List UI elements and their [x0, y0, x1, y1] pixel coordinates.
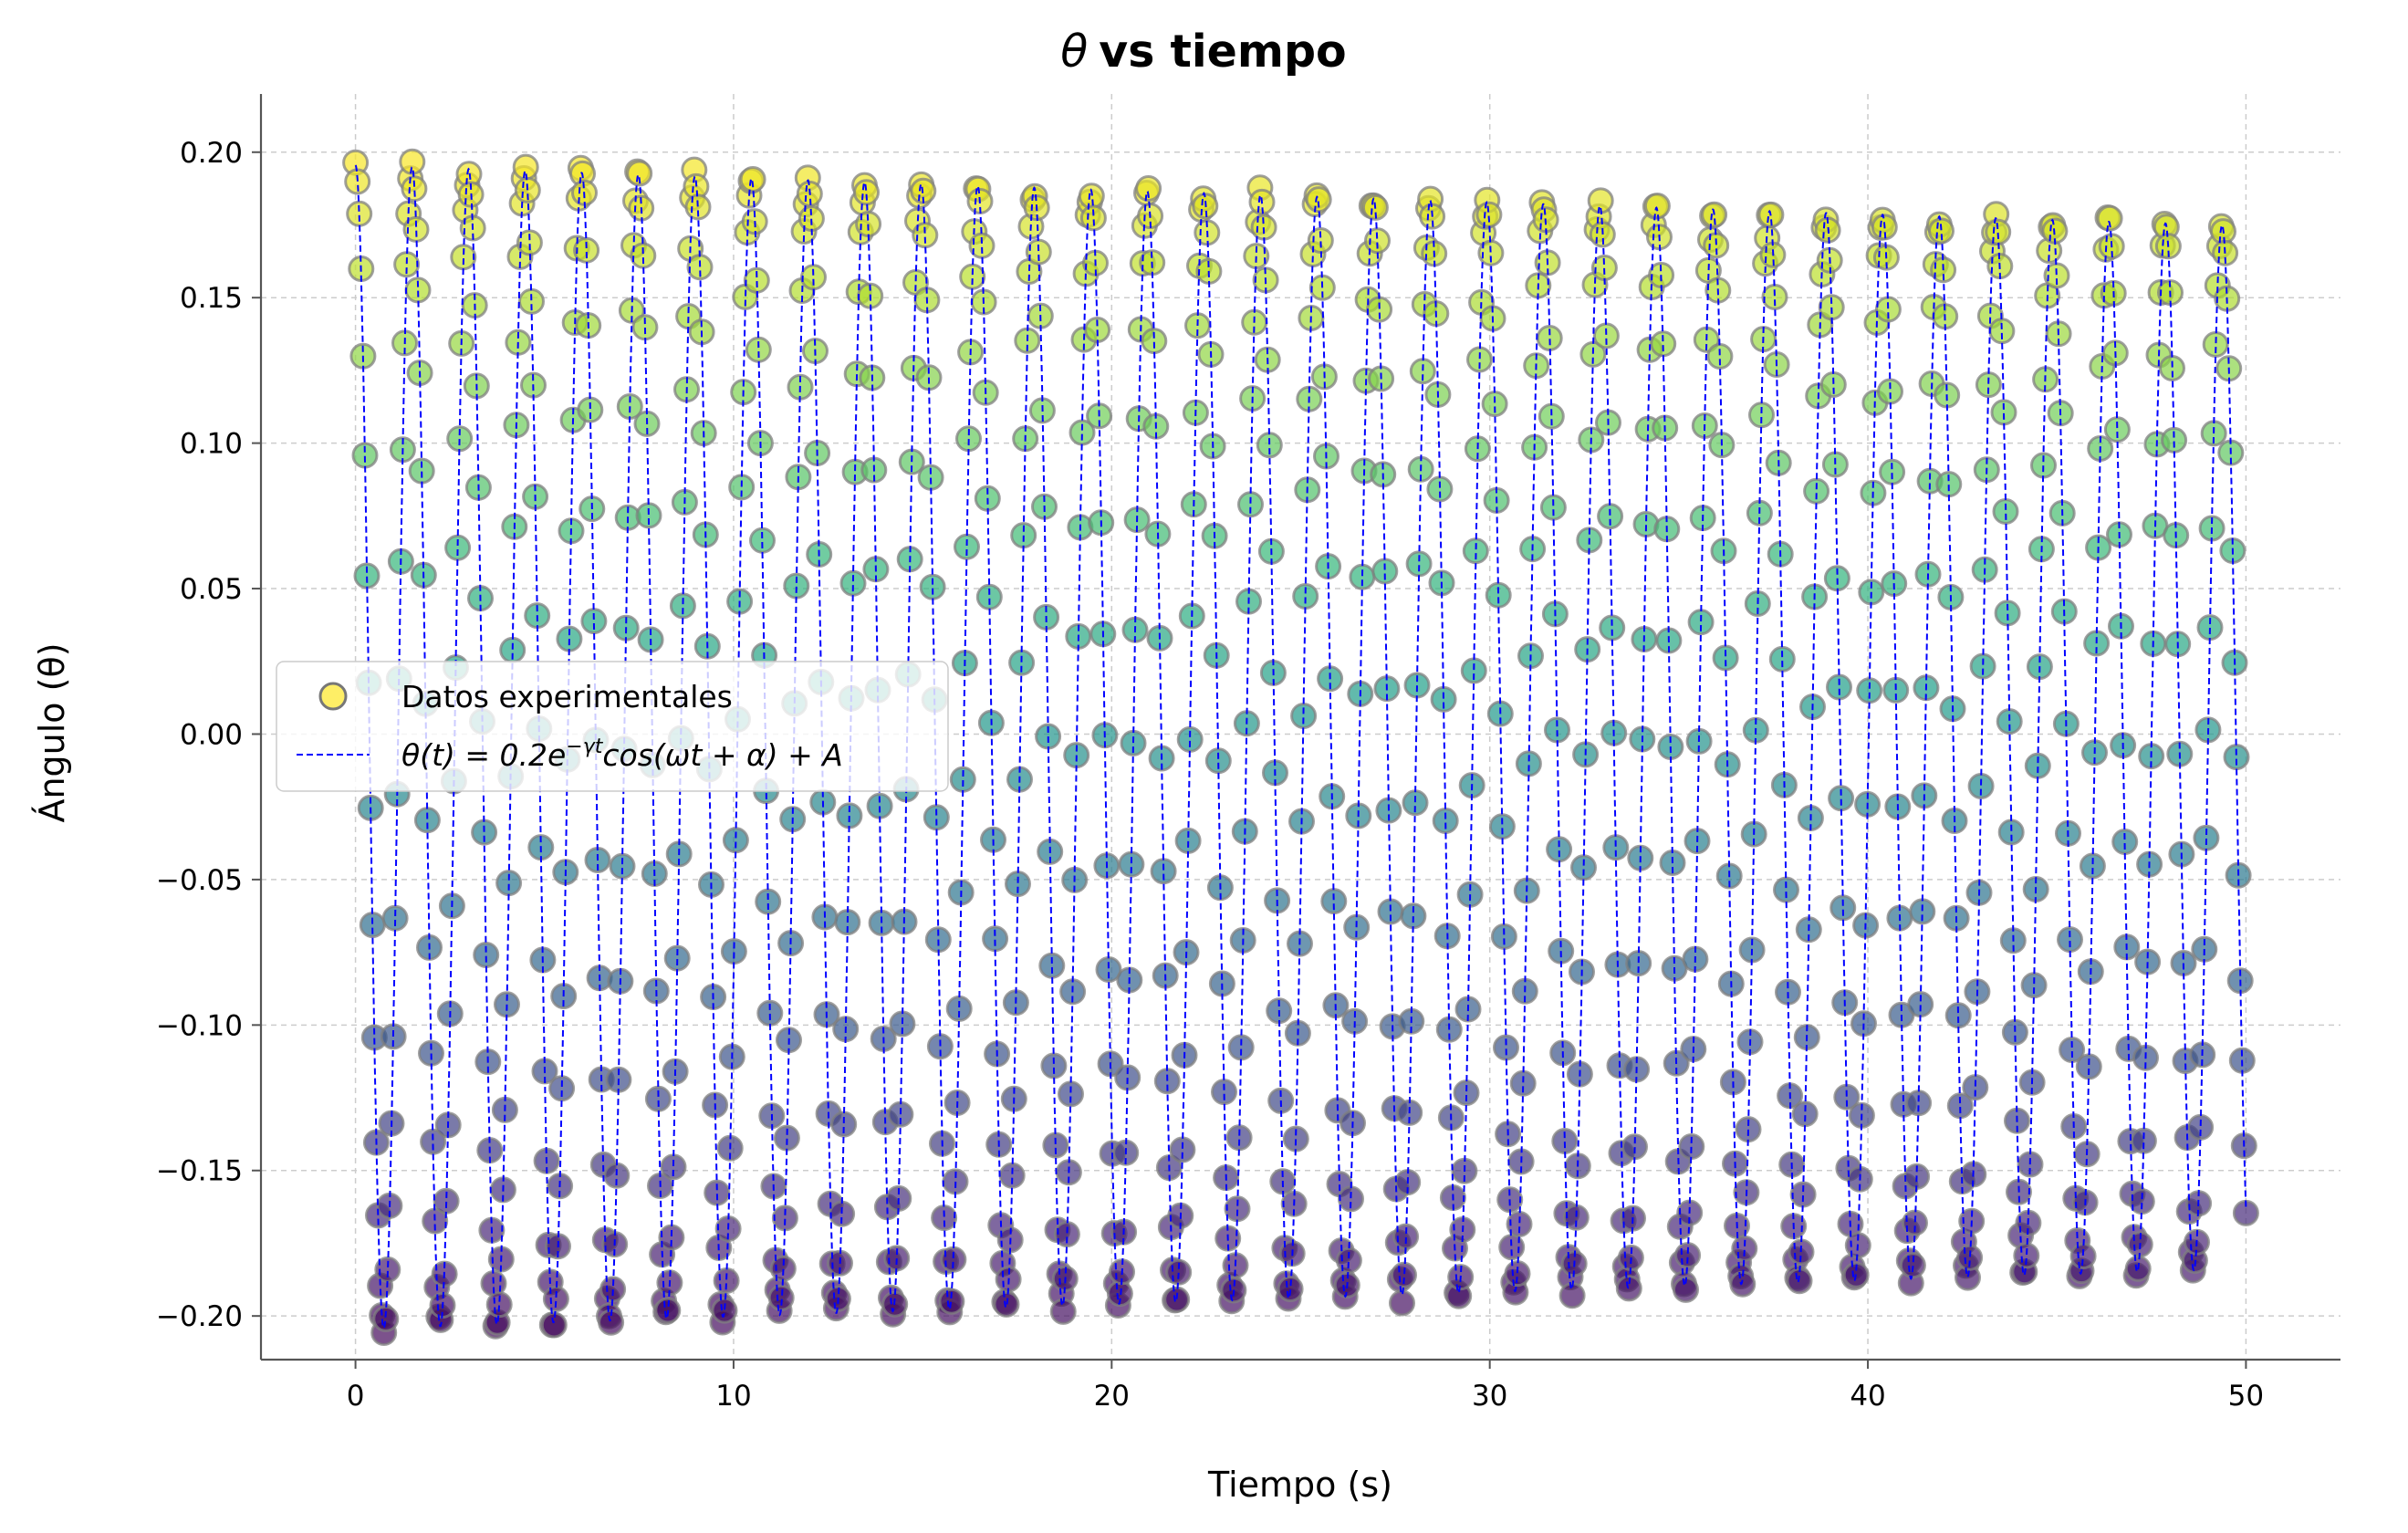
y-axis-label: Ángulo (θ) — [32, 642, 72, 822]
data-point — [1040, 1052, 1068, 1079]
y-tick-label: 0.10 — [180, 428, 243, 461]
data-point — [800, 264, 827, 291]
y-tick-label: −0.20 — [156, 1300, 243, 1333]
data-point — [2079, 852, 2106, 880]
legend-line-label-rest: cos(ωt + α) + A — [602, 737, 842, 773]
x-tick-label: 20 — [1094, 1380, 1130, 1413]
legend-scatter-marker — [318, 682, 348, 711]
data-point — [1773, 876, 1799, 903]
y-tick-label: −0.10 — [156, 1009, 243, 1042]
data-point — [1985, 218, 2012, 245]
data-point — [1786, 1267, 1813, 1295]
data-point — [767, 1284, 795, 1311]
data-point — [1078, 182, 1105, 210]
data-point — [1163, 1286, 1191, 1313]
legend-line-label-main: θ(t) = 0.2e — [401, 737, 566, 773]
x-tick-label: 30 — [1472, 1380, 1507, 1413]
data-point — [1475, 201, 1503, 228]
data-point — [1643, 193, 1671, 220]
data-point — [1432, 808, 1459, 834]
data-point — [853, 179, 880, 206]
data-point — [1290, 703, 1318, 729]
x-tick-label: 10 — [715, 1380, 751, 1413]
data-point — [1305, 186, 1332, 214]
data-point — [626, 160, 653, 187]
data-point — [711, 1297, 738, 1324]
y-tick-label: −0.15 — [156, 1155, 243, 1188]
x-tick-label: 50 — [2228, 1380, 2264, 1413]
chart-title: θ vs tiempo — [1060, 26, 1346, 78]
data-point — [1803, 477, 1830, 505]
legend: Datos experimentales θ(t) = 0.2e−γtcos(ω… — [276, 661, 949, 792]
data-point — [2223, 744, 2250, 771]
x-tick-label: 0 — [347, 1380, 365, 1413]
data-point — [1856, 677, 1883, 704]
data-point — [739, 166, 766, 193]
x-tick-label: 40 — [1850, 1380, 1885, 1413]
y-tick-label: 0.00 — [180, 718, 243, 751]
data-point — [1570, 854, 1597, 881]
y-tick-label: 0.15 — [180, 282, 243, 315]
chart-title-text: vs tiempo — [1099, 26, 1346, 78]
legend-scatter-label: Datos experimentales — [401, 679, 733, 714]
legend-line-label: θ(t) = 0.2e−γtcos(ωt + α) + A — [401, 735, 843, 773]
y-tick-label: −0.05 — [156, 864, 243, 897]
data-point — [401, 175, 428, 203]
legend-line-label-exp: −γt — [566, 735, 603, 758]
data-point — [2130, 1127, 2157, 1154]
y-tick-label: 0.20 — [180, 137, 243, 170]
data-point — [912, 222, 939, 249]
data-point — [399, 148, 426, 175]
y-tick-label: 0.05 — [180, 573, 243, 606]
scatter-points — [342, 148, 2259, 1346]
data-point — [630, 242, 657, 269]
data-point — [372, 1305, 400, 1332]
chart-title-symbol: θ — [1060, 26, 1088, 78]
data-point — [1558, 1282, 1586, 1309]
data-point — [938, 1288, 965, 1315]
data-point — [1204, 747, 1232, 775]
data-point — [2069, 1243, 2097, 1269]
x-axis-label: Tiempo (s) — [1207, 1465, 1392, 1505]
data-point — [1490, 923, 1517, 950]
data-point — [540, 1311, 568, 1339]
data-point — [1389, 1289, 1415, 1317]
